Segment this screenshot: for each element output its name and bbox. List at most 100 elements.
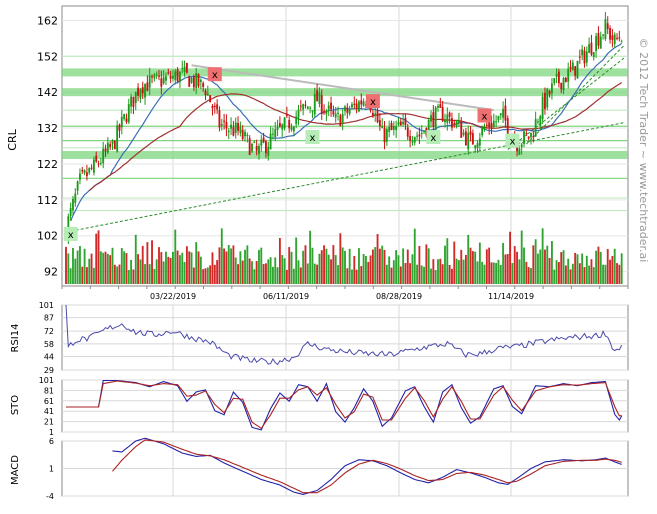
candle-body bbox=[413, 137, 416, 143]
volume-bar bbox=[525, 261, 528, 284]
candle-body bbox=[123, 113, 126, 119]
candle-body bbox=[525, 133, 528, 135]
candle-body bbox=[476, 143, 479, 148]
candle-body bbox=[474, 145, 477, 149]
volume-bar bbox=[378, 248, 381, 284]
candle-body bbox=[230, 124, 233, 129]
volume-bar bbox=[323, 245, 326, 284]
sto-ytick: 101 bbox=[39, 376, 54, 385]
candle-body bbox=[160, 78, 163, 87]
volume-bar bbox=[132, 269, 135, 284]
candle-body bbox=[448, 112, 451, 117]
volume-bar bbox=[90, 253, 93, 284]
candle-body bbox=[606, 23, 609, 30]
volume-bar bbox=[571, 263, 574, 284]
candle-body bbox=[346, 107, 349, 113]
buy-marker bbox=[63, 226, 78, 241]
candle-body bbox=[385, 129, 388, 142]
candle-body bbox=[95, 155, 98, 162]
candle-body bbox=[523, 131, 525, 144]
candle-body bbox=[541, 96, 544, 120]
volume-bar bbox=[467, 234, 470, 284]
macd-ytick: -4 bbox=[46, 492, 54, 501]
candle-body bbox=[495, 121, 498, 123]
volume-bar bbox=[504, 254, 507, 284]
candle-body bbox=[74, 193, 77, 203]
volume-bar bbox=[123, 251, 126, 284]
volume-bar bbox=[325, 248, 328, 284]
candle-body bbox=[597, 33, 600, 46]
candle-body bbox=[469, 131, 472, 135]
volume-bar bbox=[351, 269, 353, 284]
volume-bar bbox=[85, 267, 88, 284]
volume-bar bbox=[258, 249, 260, 284]
rsi-ytick: 58 bbox=[44, 340, 54, 349]
sto-frame bbox=[61, 379, 629, 433]
date-label-2: 06/11/2019 bbox=[263, 292, 309, 301]
volume-bar bbox=[509, 231, 512, 284]
candle-body bbox=[383, 127, 386, 143]
volume-bar bbox=[592, 267, 595, 284]
volume-bar bbox=[483, 264, 486, 284]
candle-body bbox=[351, 104, 353, 108]
volume-bar bbox=[183, 261, 186, 284]
volume-bar bbox=[127, 269, 130, 284]
volume-bar bbox=[488, 247, 491, 284]
candle-body bbox=[281, 124, 284, 130]
volume-bar bbox=[390, 267, 393, 284]
volume-bar bbox=[313, 263, 316, 284]
volume-bar bbox=[416, 264, 419, 284]
volume-bar bbox=[609, 259, 611, 284]
volume-bar bbox=[397, 255, 400, 284]
volume-bar bbox=[555, 260, 558, 284]
volume-bar bbox=[144, 264, 146, 284]
rsi-frame bbox=[61, 304, 629, 371]
candle-body bbox=[174, 71, 177, 81]
candle-body bbox=[581, 49, 584, 56]
candle-body bbox=[332, 111, 335, 115]
volume-bar bbox=[560, 252, 563, 284]
price-ytick: 152 bbox=[37, 50, 58, 63]
candle-body bbox=[613, 34, 616, 44]
candle-body bbox=[392, 126, 395, 130]
candle-body bbox=[550, 83, 553, 94]
candle-body bbox=[216, 104, 219, 110]
candle-body bbox=[362, 101, 365, 106]
volume-bar bbox=[557, 262, 560, 284]
candle-body bbox=[378, 120, 381, 127]
volume-bar bbox=[599, 251, 602, 284]
volume-bar bbox=[211, 252, 214, 284]
volume-bar bbox=[588, 265, 591, 284]
volume-bar bbox=[430, 268, 432, 284]
candle-body bbox=[92, 159, 95, 173]
volume-bar bbox=[253, 269, 256, 284]
candle-body bbox=[427, 119, 430, 139]
volume-bar bbox=[204, 268, 207, 284]
volume-bar bbox=[109, 255, 112, 284]
candle-body bbox=[244, 131, 246, 137]
resistance-line bbox=[191, 64, 494, 112]
volume-bar bbox=[576, 254, 579, 284]
candle-body bbox=[260, 139, 263, 146]
volume-bar bbox=[206, 267, 209, 284]
volume-bar bbox=[478, 242, 481, 284]
volume-bar bbox=[74, 258, 77, 284]
volume-bar bbox=[439, 258, 442, 284]
candle-body bbox=[178, 71, 181, 83]
volume-bar bbox=[353, 255, 356, 284]
volume-bar bbox=[341, 247, 344, 284]
candle-body bbox=[564, 77, 567, 83]
candle-body bbox=[209, 95, 212, 103]
volume-bar bbox=[485, 249, 488, 284]
candle-body bbox=[76, 181, 79, 191]
candle-body bbox=[106, 142, 109, 153]
sto-ytick: 41 bbox=[44, 407, 54, 416]
volume-bar bbox=[155, 259, 158, 284]
candle-body bbox=[485, 124, 488, 126]
volume-bar bbox=[392, 260, 395, 284]
candle-body bbox=[253, 141, 256, 143]
candle-body bbox=[144, 84, 146, 98]
volume-bar bbox=[262, 264, 265, 284]
candle-body bbox=[418, 134, 421, 137]
candle-body bbox=[137, 87, 140, 96]
